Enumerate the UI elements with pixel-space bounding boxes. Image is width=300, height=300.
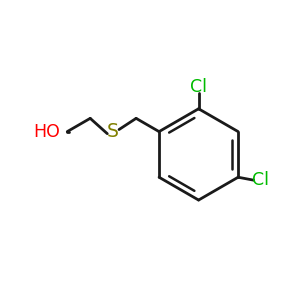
Text: S: S	[107, 122, 119, 141]
Text: HO: HO	[34, 123, 61, 141]
Text: Cl: Cl	[190, 78, 207, 96]
Text: Cl: Cl	[252, 171, 269, 189]
